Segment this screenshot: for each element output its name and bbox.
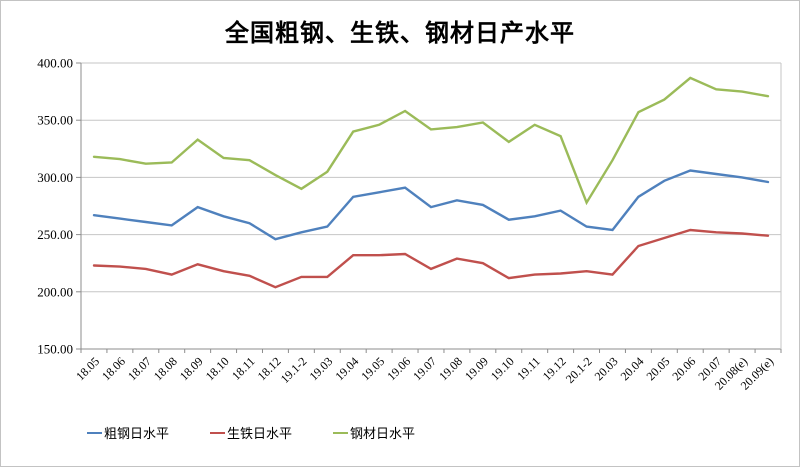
x-axis-label: 18.06: [99, 354, 128, 383]
series-line-1: [92, 228, 770, 289]
x-axis-label: 18.11: [229, 354, 258, 383]
x-axis-label: 19.06: [384, 354, 413, 383]
x-axis-label: 18.09: [177, 354, 206, 383]
legend-label: 粗钢日水平: [104, 426, 170, 441]
legend-line-swatch: [87, 431, 102, 434]
y-axis-label: 350.00: [37, 113, 73, 128]
y-axis-label: 200.00: [37, 284, 73, 299]
x-axis-label: 19.04: [332, 354, 361, 383]
x-axis-label: 19.11: [514, 354, 543, 383]
x-axis-label: 19.10: [488, 354, 517, 383]
y-axis-label: 250.00: [37, 227, 73, 242]
legend-item-1: 生铁日水平: [210, 423, 292, 442]
x-axis-label: 18.08: [151, 354, 180, 383]
series-line-0: [92, 169, 770, 241]
x-axis-label: 20.1-2: [563, 354, 595, 386]
x-axis-label: 20.05: [643, 354, 672, 383]
legend: 粗钢日水平 生铁日水平 钢材日水平: [87, 423, 415, 442]
x-axis-label: 18.07: [125, 354, 154, 383]
x-axis-label: 19.07: [410, 354, 439, 383]
x-axis-label: 19.03: [306, 354, 335, 383]
legend-line-swatch: [333, 431, 349, 434]
chart-title: 全国粗钢、生铁、钢材日产水平: [225, 21, 575, 47]
y-axis-label: 150.00: [37, 342, 73, 357]
legend-line-swatch: [210, 431, 226, 434]
x-axis-label: 20.03: [592, 354, 621, 383]
x-axis-label: 18.10: [203, 354, 232, 383]
x-axis-label: 19.1-2: [278, 354, 310, 386]
x-axis-label: 19.09: [462, 354, 491, 383]
legend-label: 钢材日水平: [350, 426, 416, 441]
x-axis-label: 18.05: [73, 354, 102, 383]
y-axis-label: 300.00: [37, 170, 73, 185]
legend-item-2: 钢材日水平: [333, 423, 415, 442]
x-axis-label: 20.04: [618, 354, 647, 383]
x-axis-label: 19.08: [436, 354, 465, 383]
x-axis-label: 20.06: [669, 354, 698, 383]
y-axis-label: 400.00: [37, 56, 73, 71]
legend-item-0: 粗钢日水平: [87, 423, 169, 442]
series-line-2: [92, 76, 770, 206]
legend-label: 生铁日水平: [227, 426, 293, 441]
x-axis-label: 19.05: [358, 354, 387, 383]
